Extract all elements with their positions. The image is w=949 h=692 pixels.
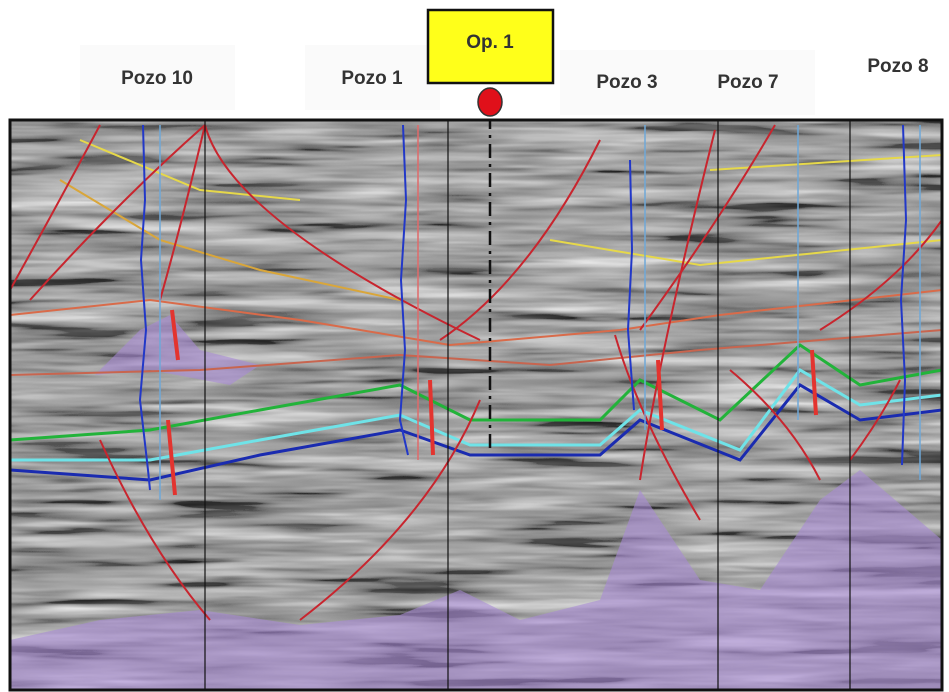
well-log (899, 124, 908, 466)
fault (729, 369, 821, 481)
well-label: Pozo 7 (717, 72, 778, 93)
seismic-section (10, 120, 942, 690)
purple-body (10, 470, 942, 690)
well-log (166, 309, 180, 496)
fault (299, 399, 481, 621)
fault (439, 139, 601, 341)
horizon (10, 289, 942, 347)
label-bg (80, 45, 235, 110)
fault (159, 124, 206, 301)
proposal-label: Op. 1 (466, 32, 514, 53)
horizon (10, 329, 942, 376)
well-log (656, 359, 664, 431)
well-log (428, 379, 435, 456)
horizon (549, 239, 942, 267)
well-log (810, 349, 818, 416)
fault (29, 124, 206, 301)
horizon (10, 368, 942, 462)
fault (849, 379, 901, 461)
section-border (8, 118, 944, 692)
well-log (138, 124, 151, 491)
fault (819, 219, 942, 331)
proposal-marker (477, 87, 503, 117)
well-label: Pozo 10 (121, 68, 193, 89)
fault (99, 439, 211, 621)
horizon (79, 139, 301, 201)
horizon (10, 343, 942, 442)
fault (639, 129, 716, 481)
well-log (398, 124, 409, 456)
label-bg (560, 50, 815, 115)
well-label: Pozo 3 (596, 72, 657, 93)
well-label: Pozo 1 (341, 68, 403, 89)
well-log (626, 159, 635, 411)
horizon (59, 179, 401, 301)
horizon (10, 383, 942, 482)
label-bg (305, 45, 440, 110)
fault (639, 124, 776, 331)
proposal-box (426, 8, 555, 85)
fault (10, 124, 101, 291)
well-label: Pozo 8 (867, 56, 928, 77)
